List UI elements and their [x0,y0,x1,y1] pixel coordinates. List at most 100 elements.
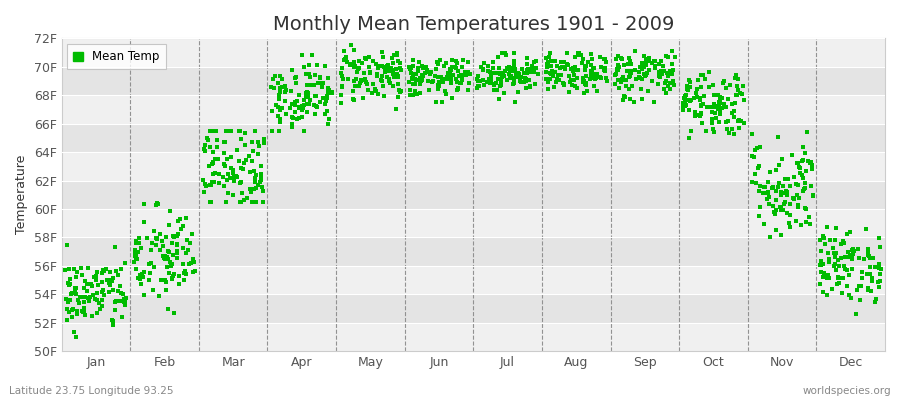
Point [339,58,354,65]
Point [90,269,104,275]
Point [610,66,625,72]
Point [146,287,160,294]
Point [697,93,711,99]
Point [832,263,846,269]
Point [215,174,230,180]
Point [517,78,531,85]
Point [433,56,447,63]
Point [544,71,559,77]
Point [88,277,103,283]
Point [250,151,265,157]
Point [112,288,126,294]
Point [563,76,578,83]
Point [233,128,248,134]
Point [378,68,392,74]
Text: Latitude 23.75 Longitude 93.25: Latitude 23.75 Longitude 93.25 [9,386,174,396]
Point [403,66,418,72]
Point [726,131,741,138]
Point [226,170,240,176]
Point [502,71,517,77]
Point [556,80,571,87]
Point [506,68,520,74]
Point [680,86,694,92]
Point [568,67,582,73]
Point [299,70,313,77]
Point [337,76,351,82]
Point [414,78,428,84]
Point [220,128,234,134]
Point [227,175,241,181]
Point [128,249,142,256]
Point [615,56,629,62]
Point [494,82,508,88]
Point [826,263,841,269]
Point [158,277,173,283]
Point [290,116,304,122]
Point [679,92,693,98]
Point [96,266,111,273]
Point [295,114,310,120]
Point [525,66,539,72]
Point [709,114,724,121]
Point [390,52,404,58]
Point [527,68,542,75]
Point [735,83,750,89]
Point [360,81,374,87]
Point [694,110,708,117]
Point [544,68,559,75]
Point [393,88,408,94]
Point [771,184,786,190]
Point [203,182,218,188]
Point [554,59,569,65]
Point [694,84,708,90]
Point [196,188,211,195]
Point [60,306,75,312]
Point [78,278,93,284]
Point [766,184,780,190]
Point [309,93,323,99]
Point [865,255,879,261]
Point [662,86,677,92]
Point [174,226,188,232]
Point [476,66,491,72]
Point [619,77,634,84]
Point [794,221,808,228]
Point [778,198,792,205]
Point [722,130,736,136]
Point [144,247,158,254]
Point [158,234,173,240]
Point [412,59,427,65]
Point [524,69,538,75]
Point [642,55,656,61]
Point [254,171,268,177]
Point [318,111,332,118]
Point [653,74,668,80]
Point [69,334,84,340]
Point [129,253,143,260]
Point [130,251,144,257]
Point [218,139,232,145]
Point [161,306,176,312]
Bar [61,237,885,266]
Point [860,252,875,258]
Point [514,79,528,86]
Point [307,93,321,99]
Point [169,240,184,247]
Point [664,48,679,54]
Point [105,275,120,281]
Point [152,292,166,299]
Point [118,260,132,266]
Point [430,86,445,92]
Point [200,135,214,141]
Point [778,176,792,182]
Point [220,190,235,197]
Point [428,66,443,73]
Point [449,76,464,82]
Point [801,157,815,164]
Point [633,74,647,81]
Point [441,70,455,77]
Point [544,70,558,76]
Point [302,101,317,108]
Point [511,70,526,76]
Point [693,97,707,103]
